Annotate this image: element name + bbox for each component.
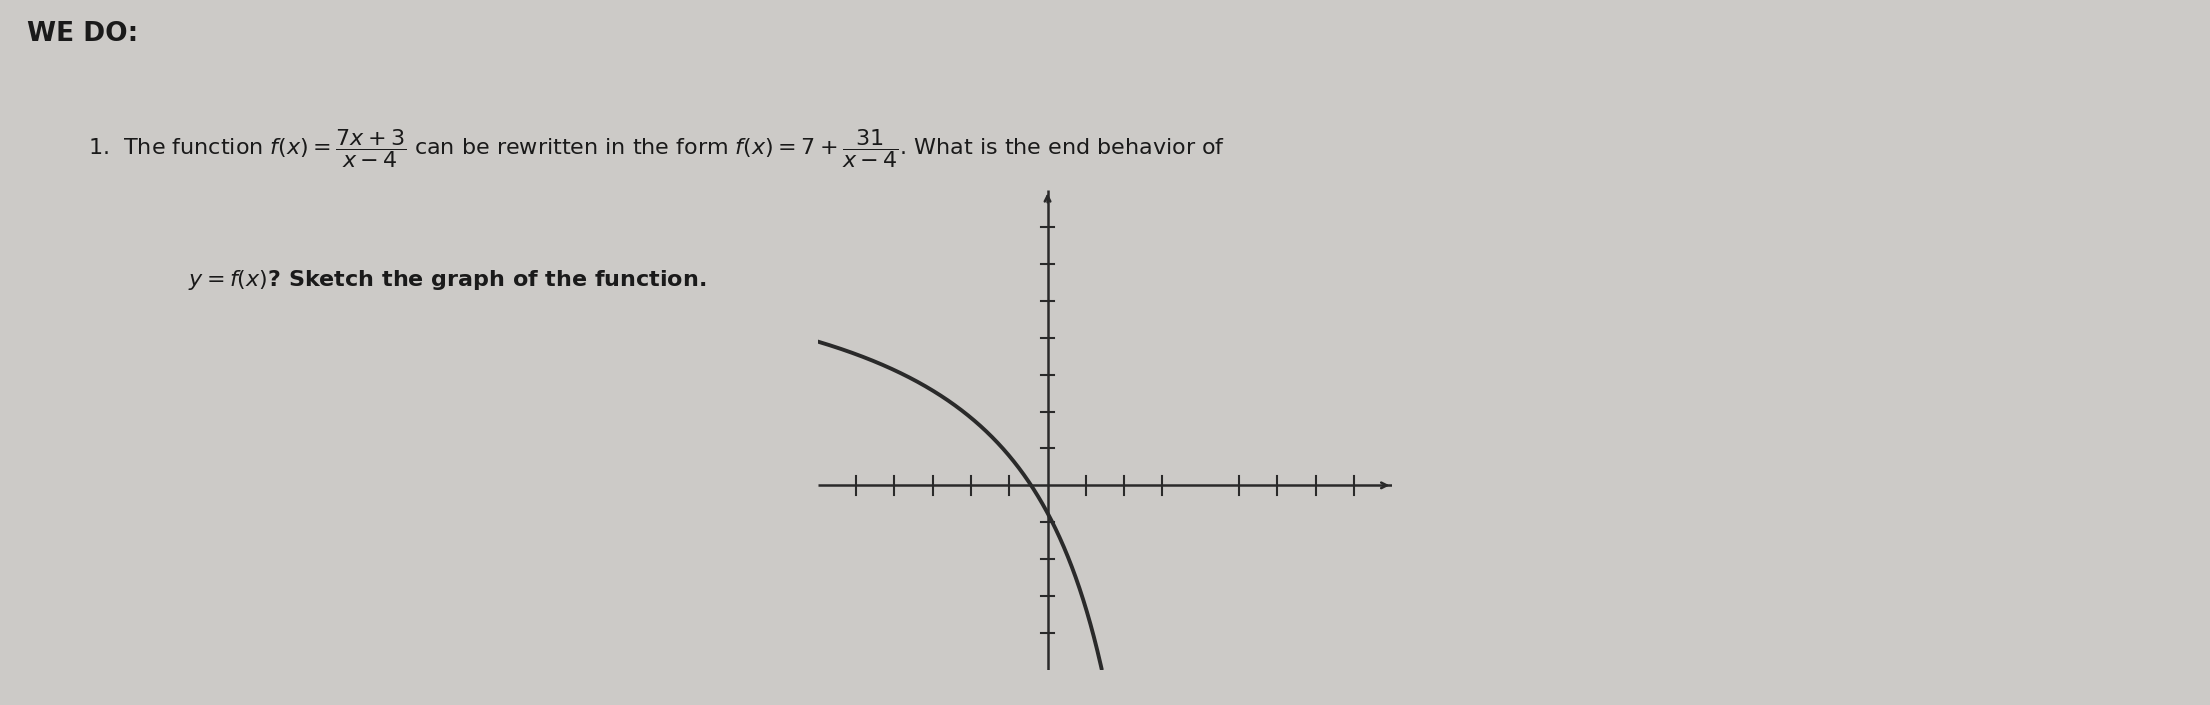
Text: WE DO:: WE DO: <box>27 21 137 47</box>
Text: $y = f(x)$? Sketch the graph of the function.: $y = f(x)$? Sketch the graph of the func… <box>188 268 705 292</box>
Text: 1.  The function $f(x) = \dfrac{7x+3}{x-4}$ can be rewritten in the form $f(x) =: 1. The function $f(x) = \dfrac{7x+3}{x-4… <box>88 127 1227 170</box>
